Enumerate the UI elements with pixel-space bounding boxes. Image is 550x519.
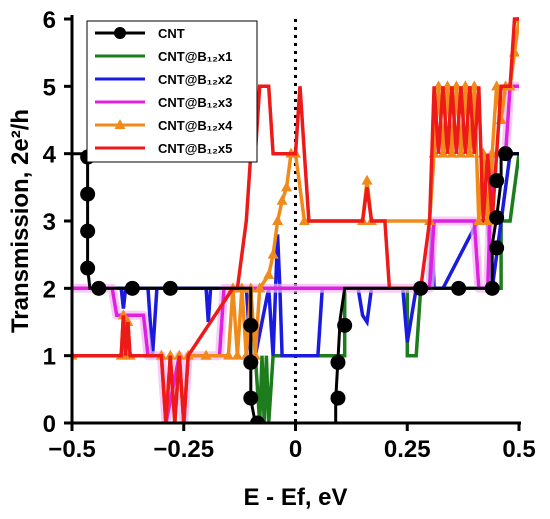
- series-4-marker: [231, 349, 243, 360]
- series-0-marker: [489, 210, 505, 226]
- series-0-marker: [80, 260, 96, 276]
- y-tick-label: 2: [43, 276, 56, 303]
- legend-label-4: CNT@B₁₂x4: [158, 118, 233, 133]
- series-4-marker: [272, 215, 284, 225]
- series-group: [72, 17, 519, 423]
- legend-label-5: CNT@B₁₂x5: [158, 141, 232, 156]
- series-0-marker: [451, 280, 467, 296]
- series-0-marker: [91, 280, 107, 296]
- y-tick-label: 6: [43, 7, 56, 34]
- series-4-marker: [361, 174, 373, 185]
- series-0-marker: [330, 354, 346, 370]
- series-4-marker: [173, 349, 185, 360]
- y-tick-label: 3: [43, 209, 56, 236]
- x-axis-title: E - Ef, eV: [243, 484, 347, 511]
- series-0-marker: [162, 280, 178, 296]
- series-0-marker: [484, 280, 500, 296]
- series-0-marker: [489, 240, 505, 256]
- legend-marker-4: [114, 119, 126, 129]
- y-tick-label: 1: [43, 344, 56, 371]
- series-0-marker: [250, 415, 266, 423]
- x-tick-label: 0.25: [384, 436, 431, 463]
- series-0-marker: [124, 280, 140, 296]
- series-4-marker: [482, 215, 494, 225]
- legend-box: [86, 20, 258, 163]
- series-4-marker: [455, 147, 467, 158]
- series-4-marker: [437, 147, 449, 158]
- series-5-line: [72, 17, 519, 423]
- series-4-marker: [464, 147, 476, 158]
- series-4-marker: [473, 215, 485, 225]
- series-0-marker: [337, 317, 353, 333]
- series-4-marker: [298, 215, 310, 225]
- legend-label-2: CNT@B₁₂x2: [158, 72, 232, 87]
- series-4-marker: [267, 248, 279, 259]
- x-tick-label: −0.5: [48, 436, 95, 463]
- legend-label-1: CNT@B₁₂x1: [158, 49, 232, 64]
- x-tick-label: 0: [289, 436, 302, 463]
- series-0-marker: [243, 317, 259, 333]
- legend-label-3: CNT@B₁₂x3: [158, 95, 232, 110]
- series-0-marker: [489, 173, 505, 189]
- legend-marker-0: [114, 27, 126, 39]
- x-tick-label: 0.5: [502, 436, 535, 463]
- series-0-marker: [498, 146, 514, 162]
- y-axis-title: Transmission, 2e²/h: [7, 109, 34, 333]
- series-0-marker: [243, 390, 259, 406]
- legend: CNT CNT@B₁₂x1 CNT@B₁₂x2 CNT@B₁₂x3 CNT@B₁₂x4 C…: [86, 20, 258, 163]
- axes: −0.5 −0.25 0 0.25 0.5 0 1 2 3 4 5 6 E - Ef, eV Transm…: [7, 7, 536, 511]
- y-tick-label: 0: [43, 411, 56, 438]
- series-4-marker: [446, 147, 458, 158]
- series-4-marker: [200, 349, 212, 360]
- series-4-marker: [164, 349, 176, 360]
- series-4-marker: [276, 194, 288, 205]
- series-4-marker: [263, 268, 275, 279]
- series-0-marker: [243, 354, 259, 370]
- series-4-marker: [281, 181, 293, 192]
- x-tick-label: −0.25: [153, 436, 214, 463]
- y-tick-label: 5: [43, 74, 56, 101]
- series-0-marker: [330, 390, 346, 406]
- series-0-marker: [80, 223, 96, 239]
- series-4-marker: [254, 282, 266, 293]
- y-tick-label: 4: [43, 142, 57, 169]
- series-0-marker: [413, 280, 429, 296]
- legend-label-0: CNT: [158, 26, 185, 41]
- series-0-marker: [80, 186, 96, 202]
- series-4-marker: [117, 309, 129, 320]
- series-4-marker: [222, 349, 234, 360]
